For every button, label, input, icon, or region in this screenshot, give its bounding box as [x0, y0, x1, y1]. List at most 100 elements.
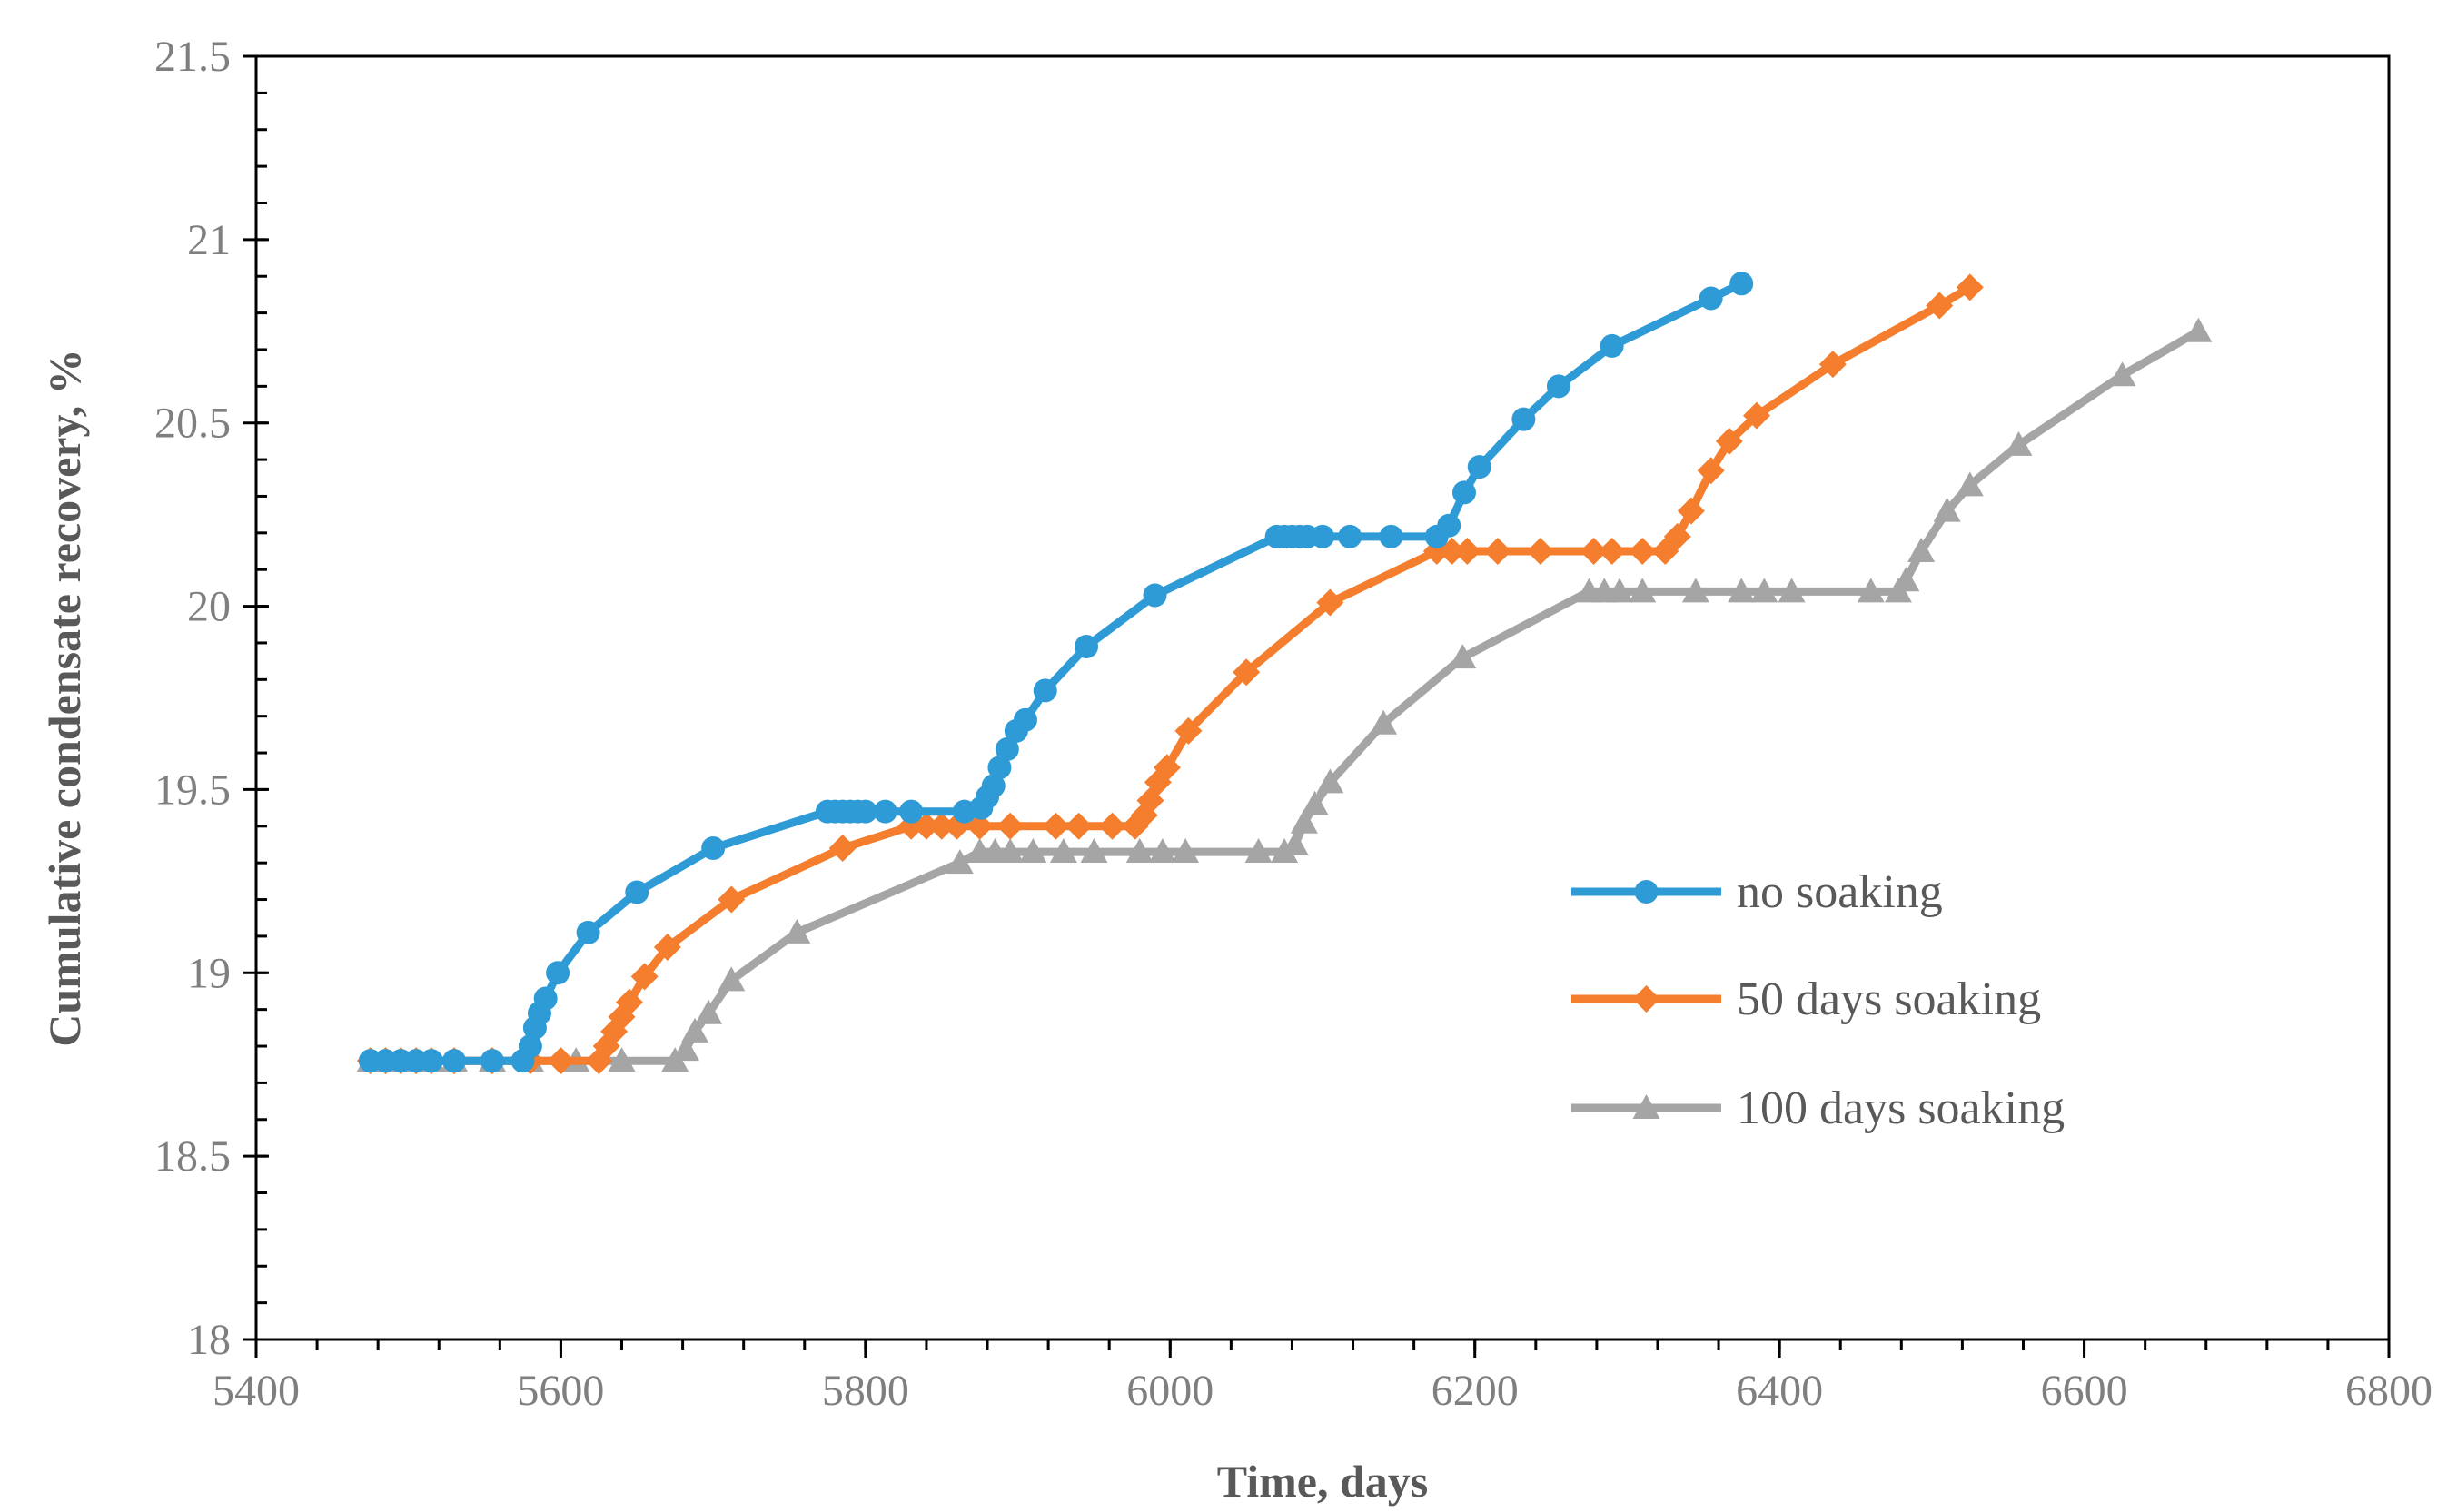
data-point-100-days-soaking — [1907, 538, 1936, 563]
series-line-50-days-soaking — [366, 282, 1975, 1065]
data-point-50-days-soaking — [653, 934, 681, 962]
data-point-100-days-soaking — [996, 838, 1025, 864]
data-point-100-days-soaking — [1316, 768, 1344, 794]
data-point-no-soaking — [899, 799, 924, 824]
data-point-50-days-soaking — [1956, 273, 1984, 301]
data-point-50-days-soaking — [1233, 658, 1261, 687]
data-point-100-days-soaking — [1728, 578, 1756, 603]
data-point-no-soaking — [1451, 480, 1476, 505]
data-point-no-soaking — [1600, 333, 1624, 358]
data-point-100-days-soaking — [1080, 838, 1108, 864]
series-group — [356, 272, 2213, 1075]
x-tick-label: 6200 — [1432, 1367, 1519, 1415]
data-point-no-soaking — [1511, 407, 1536, 431]
data-point-50-days-soaking — [1174, 716, 1203, 745]
legend-label-no-soaking: no soaking — [1737, 866, 1943, 918]
data-point-no-soaking — [1013, 707, 1037, 732]
data-point-no-soaking — [546, 961, 570, 985]
x-tick-label: 5600 — [517, 1367, 604, 1415]
data-point-100-days-soaking — [1370, 709, 1398, 735]
data-point-100-days-soaking — [2184, 317, 2213, 342]
data-point-no-soaking — [518, 1034, 542, 1059]
x-axis-title: Time, days — [1217, 1456, 1428, 1507]
data-point-100-days-soaking — [1301, 790, 1329, 815]
data-point-100-days-soaking — [718, 966, 746, 992]
data-point-100-days-soaking — [1857, 578, 1885, 603]
x-tick-label: 6600 — [2041, 1367, 2128, 1415]
data-point-50-days-soaking — [1580, 538, 1608, 566]
data-point-no-soaking — [1075, 634, 1099, 658]
data-point-100-days-soaking — [608, 1047, 636, 1072]
data-point-50-days-soaking — [615, 988, 643, 1016]
series-line-100-days-soaking — [366, 327, 2203, 1065]
data-point-no-soaking — [1379, 524, 1403, 548]
legend-item-50-days-soaking: 50 days soaking — [1571, 973, 2041, 1025]
data-point-no-soaking — [1033, 678, 1057, 703]
data-point-100-days-soaking — [1148, 838, 1176, 864]
legend-marker-no-soaking — [1634, 880, 1659, 904]
data-point-no-soaking — [576, 920, 600, 944]
data-point-no-soaking — [853, 799, 877, 824]
data-point-50-days-soaking — [1098, 812, 1126, 840]
series-line-no-soaking — [366, 279, 1746, 1065]
data-point-100-days-soaking — [783, 918, 811, 944]
data-point-no-soaking — [1143, 583, 1167, 608]
data-point-50-days-soaking — [1065, 812, 1093, 840]
data-point-no-soaking — [1437, 513, 1461, 538]
x-tick-label: 5400 — [213, 1367, 300, 1415]
x-tick-label: 6800 — [2345, 1367, 2432, 1415]
data-point-50-days-soaking — [996, 812, 1025, 840]
y-tick-label: 20.5 — [154, 400, 231, 448]
data-point-50-days-soaking — [1818, 351, 1847, 379]
data-point-100-days-soaking — [1956, 471, 1984, 497]
data-point-no-soaking — [1467, 455, 1491, 479]
data-point-no-soaking — [480, 1049, 504, 1073]
legend-label-100-days-soaking: 100 days soaking — [1737, 1082, 2065, 1134]
data-point-no-soaking — [873, 799, 897, 824]
data-point-50-days-soaking — [828, 835, 857, 863]
legend-item-no-soaking: no soaking — [1571, 866, 1943, 918]
data-point-no-soaking — [442, 1049, 467, 1073]
data-point-100-days-soaking — [1449, 644, 1477, 669]
series-50-days-soaking — [356, 273, 1984, 1075]
data-point-50-days-soaking — [547, 1047, 575, 1075]
data-point-50-days-soaking — [1153, 754, 1181, 782]
data-point-100-days-soaking — [946, 849, 974, 875]
y-tick-label: 21 — [187, 216, 231, 264]
data-point-100-days-soaking — [681, 1017, 709, 1043]
data-point-100-days-soaking — [1606, 578, 1634, 603]
data-point-50-days-soaking — [1042, 812, 1070, 840]
data-point-100-days-soaking — [1290, 808, 1318, 834]
data-point-no-soaking — [625, 880, 649, 904]
data-point-50-days-soaking — [1483, 538, 1511, 566]
data-point-100-days-soaking — [1281, 830, 1309, 855]
data-point-50-days-soaking — [1526, 538, 1554, 566]
y-tick-label: 19 — [187, 949, 231, 997]
legend: no soaking 50 days soaking 100 days soakin… — [1571, 866, 2065, 1134]
data-point-100-days-soaking — [671, 1036, 699, 1062]
data-point-50-days-soaking — [1677, 497, 1705, 525]
data-point-no-soaking — [533, 986, 558, 1011]
data-point-50-days-soaking — [630, 963, 659, 991]
x-tick-label: 5800 — [822, 1367, 909, 1415]
data-point-no-soaking — [981, 774, 1006, 798]
legend-item-100-days-soaking: 100 days soaking — [1571, 1082, 2065, 1134]
series-no-soaking — [358, 272, 1754, 1073]
y-tick-label: 21.5 — [154, 33, 231, 81]
y-tick-label: 20 — [187, 583, 231, 631]
data-point-no-soaking — [995, 737, 1019, 762]
legend-marker-100-days-soaking — [1632, 1094, 1660, 1119]
data-point-no-soaking — [1311, 524, 1334, 548]
data-point-100-days-soaking — [2108, 361, 2136, 387]
data-point-no-soaking — [1338, 524, 1362, 548]
y-tick-label: 18 — [187, 1316, 231, 1364]
plot-frame — [254, 54, 2391, 1341]
axes: 18 18.5 19 19.5 20 20.5 21 21.5 5400 5600 5800 6000… — [39, 33, 2432, 1507]
series-100-days-soaking — [356, 317, 2213, 1072]
y-tick-label: 18.5 — [154, 1132, 231, 1181]
data-point-50-days-soaking — [1629, 538, 1657, 566]
data-point-100-days-soaking — [695, 999, 723, 1024]
y-tick-label: 19.5 — [154, 766, 231, 814]
data-point-50-days-soaking — [1663, 522, 1691, 550]
